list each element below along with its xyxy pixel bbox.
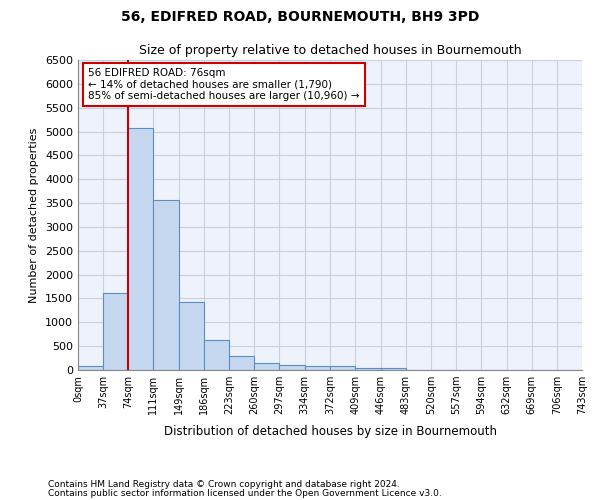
Bar [229,356,254,370]
Bar [254,363,280,370]
Bar [331,366,355,370]
Bar [128,128,153,370]
Text: 56, EDIFRED ROAD, BOURNEMOUTH, BH9 3PD: 56, EDIFRED ROAD, BOURNEMOUTH, BH9 3PD [121,10,479,24]
Bar [280,365,305,370]
Bar [78,366,103,370]
Bar [204,340,229,370]
Bar [380,368,406,370]
Title: Size of property relative to detached houses in Bournemouth: Size of property relative to detached ho… [139,44,521,58]
Y-axis label: Number of detached properties: Number of detached properties [29,128,40,302]
Bar [179,302,204,370]
X-axis label: Distribution of detached houses by size in Bournemouth: Distribution of detached houses by size … [163,426,497,438]
Bar [355,368,380,370]
Bar [305,366,331,370]
Bar [103,292,128,370]
Text: Contains HM Land Registry data © Crown copyright and database right 2024.: Contains HM Land Registry data © Crown c… [48,480,400,489]
Text: Contains public sector information licensed under the Open Government Licence v3: Contains public sector information licen… [48,490,442,498]
Text: 56 EDIFRED ROAD: 76sqm
← 14% of detached houses are smaller (1,790)
85% of semi-: 56 EDIFRED ROAD: 76sqm ← 14% of detached… [88,68,359,101]
Bar [153,200,179,370]
